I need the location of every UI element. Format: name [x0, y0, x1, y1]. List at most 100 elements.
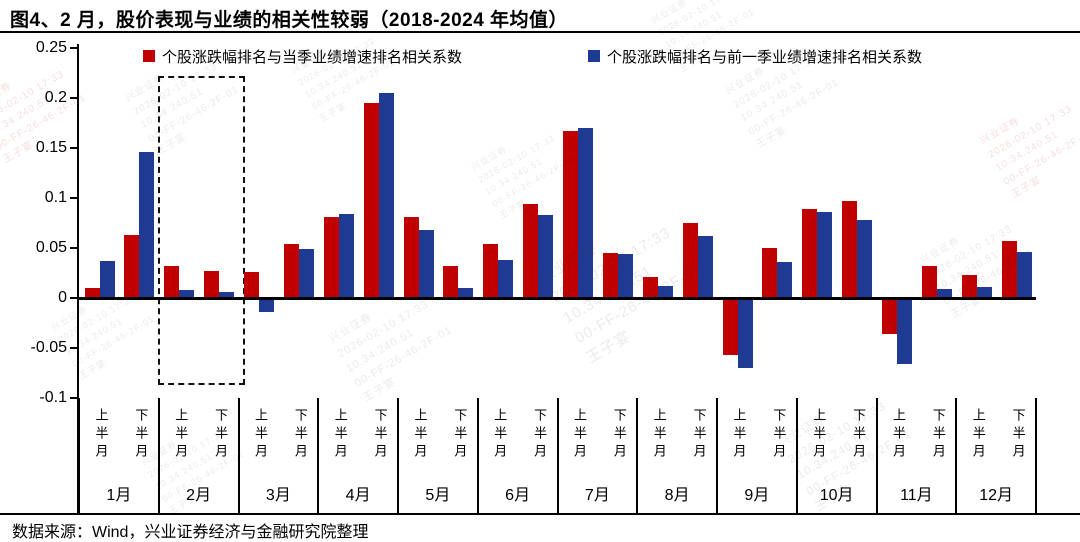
bar-current-quarter-corr [84, 288, 100, 298]
bar-current-quarter-corr [762, 248, 778, 298]
month-separator [317, 398, 320, 514]
bar-previous-quarter-corr [139, 152, 155, 298]
half-month-label: 上半月 [572, 408, 587, 462]
x-axis-zero-line [79, 296, 1036, 300]
half-month-label: 上半月 [93, 408, 109, 462]
bar-previous-quarter-corr [298, 249, 314, 298]
bar-previous-quarter-corr [179, 290, 195, 298]
y-axis-tick-label: 0.05 [35, 239, 67, 256]
month-label: 11月 [900, 487, 933, 504]
title-divider [0, 31, 1080, 33]
half-month-label: 下半月 [771, 408, 787, 462]
bar-previous-quarter-corr [338, 214, 354, 298]
half-month-label: 上半月 [412, 408, 428, 462]
month-label: 6月 [505, 487, 531, 504]
half-month-label: 上半月 [970, 408, 986, 462]
month-separator [237, 398, 240, 514]
figure-title: 图4、2 月，股价表现与业绩的相关性较弱（2018-2024 年均值） [10, 10, 569, 31]
half-month-label: 上半月 [811, 408, 827, 462]
bar-previous-quarter-corr [378, 93, 394, 298]
half-month-label: 下半月 [133, 408, 149, 462]
bar-current-quarter-corr [283, 244, 299, 298]
half-month-label: 下半月 [851, 408, 867, 462]
half-month-label: 上半月 [492, 408, 508, 462]
half-month-label: 上半月 [651, 408, 667, 462]
legend-label-current-quarter: 个股涨跌幅排名与当季业绩增速排名相关系数 [162, 48, 463, 66]
bar-current-quarter-corr [443, 266, 459, 298]
bar-previous-quarter-corr [538, 215, 554, 298]
month-separator [78, 398, 80, 514]
month-label: 12月 [979, 487, 1014, 504]
month-separator [795, 398, 798, 514]
bar-previous-quarter-corr [697, 236, 713, 298]
month-label: 8月 [664, 487, 690, 504]
month-label: 7月 [584, 487, 610, 504]
half-month-label: 上半月 [173, 408, 189, 462]
bar-previous-quarter-corr [458, 288, 474, 298]
legend-label-previous-quarter: 个股涨跌幅排名与前一季业绩增速排名相关系数 [607, 48, 923, 66]
month-separator [556, 398, 559, 514]
bar-current-quarter-corr [961, 275, 977, 298]
month-separator [716, 398, 718, 514]
source-note: 数据来源：Wind，兴业证券经济与金融研究院整理 [12, 524, 369, 541]
y-axis-tick-label: 0.25 [35, 39, 67, 56]
bar-previous-quarter-corr [857, 220, 873, 298]
y-axis-line [77, 44, 79, 514]
half-month-label: 上半月 [253, 408, 268, 462]
bar-previous-quarter-corr [219, 292, 235, 298]
legend-item-previous-quarter: 个股涨跌幅排名与前一季业绩增速排名相关系数 [588, 47, 923, 66]
highlight-box-february [158, 76, 245, 385]
chart-bottom-divider [0, 513, 1080, 515]
month-label: 2月 [186, 487, 212, 504]
bar-previous-quarter-corr [578, 128, 593, 298]
month-separator [875, 398, 878, 514]
month-label: 9月 [744, 487, 770, 504]
bar-previous-quarter-corr [99, 261, 115, 298]
bar-current-quarter-corr [602, 253, 618, 298]
bar-previous-quarter-corr [737, 299, 753, 368]
bar-current-quarter-corr [124, 235, 140, 298]
month-separator [636, 398, 639, 514]
y-axis-tick [70, 247, 78, 249]
y-axis-tick [70, 97, 78, 99]
bar-current-quarter-corr [563, 131, 578, 298]
bar-previous-quarter-corr [1016, 252, 1032, 298]
bar-current-quarter-corr [403, 217, 419, 298]
bar-current-quarter-corr [164, 266, 180, 298]
legend-swatch-blue [588, 50, 600, 62]
bar-previous-quarter-corr [498, 260, 514, 298]
bar-previous-quarter-corr [617, 254, 633, 298]
month-separator [397, 398, 399, 514]
month-label: 3月 [265, 487, 291, 504]
y-axis-tick [70, 47, 78, 49]
bar-current-quarter-corr [523, 204, 539, 298]
half-month-label: 下半月 [372, 408, 388, 462]
y-axis-tick-label: 0.1 [44, 189, 67, 206]
month-separator [955, 398, 958, 514]
half-month-label: 下半月 [292, 408, 308, 462]
bar-previous-quarter-corr [897, 299, 912, 364]
month-label: 1月 [106, 487, 132, 504]
month-separator [1035, 398, 1037, 514]
bar-previous-quarter-corr [777, 262, 793, 298]
half-month-label: 下半月 [213, 408, 229, 462]
half-month-label: 下半月 [691, 408, 707, 462]
bar-current-quarter-corr [802, 209, 818, 298]
y-axis-tick [70, 147, 78, 149]
bar-current-quarter-corr [921, 266, 937, 298]
bar-current-quarter-corr [682, 223, 698, 298]
half-month-label: 下半月 [532, 408, 548, 462]
bar-current-quarter-corr [842, 201, 858, 298]
y-axis-tick-label: 0.2 [44, 89, 67, 106]
half-month-label: 上半月 [891, 408, 906, 462]
bar-current-quarter-corr [882, 299, 897, 334]
bar-current-quarter-corr [483, 244, 499, 298]
month-label: 4月 [345, 487, 371, 504]
half-month-label: 上半月 [731, 408, 747, 462]
half-month-label: 下半月 [611, 408, 627, 462]
bar-current-quarter-corr [204, 271, 220, 298]
y-axis-tick-label: 0 [58, 289, 67, 306]
bar-previous-quarter-corr [976, 287, 992, 298]
half-month-label: 上半月 [332, 408, 348, 462]
